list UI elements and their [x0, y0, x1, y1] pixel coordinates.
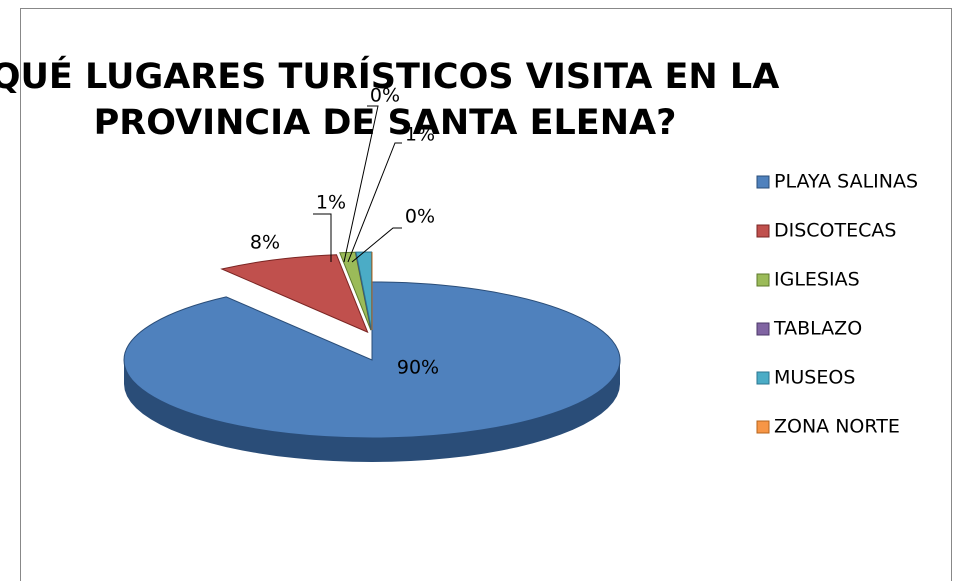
- legend-swatch: [756, 175, 770, 189]
- data-label: 0%: [405, 206, 435, 228]
- data-label: 90%: [397, 357, 439, 379]
- legend-label: ZONA NORTE: [774, 416, 900, 438]
- leader-line: [313, 213, 332, 262]
- leader-line: [351, 227, 402, 263]
- legend-swatch: [756, 322, 770, 336]
- leader-line: [343, 105, 379, 263]
- data-label: 8%: [250, 232, 280, 254]
- legend-label: PLAYA SALINAS: [774, 171, 918, 193]
- chart-title: QUÉ LUGARES TURÍSTICOS VISITA EN LA: [0, 55, 779, 97]
- pie-slice: [220, 254, 369, 334]
- legend-label: IGLESIAS: [774, 269, 860, 291]
- legend-swatch: [756, 371, 770, 385]
- legend-label: TABLAZO: [773, 318, 862, 340]
- pie-slice: [339, 251, 372, 331]
- legend-swatch: [756, 224, 770, 238]
- legend-swatch: [756, 273, 770, 287]
- chart-title: PROVINCIA DE SANTA ELENA?: [94, 103, 677, 143]
- data-label: 0%: [370, 85, 400, 107]
- legend-label: DISCOTECAS: [774, 220, 896, 242]
- data-label: 1%: [316, 192, 346, 214]
- pie-side: [124, 360, 620, 462]
- pie-slice: [123, 281, 621, 439]
- legend-swatch: [756, 420, 770, 434]
- legend-label: MUSEOS: [774, 367, 855, 389]
- leader-line: [347, 142, 402, 263]
- data-label: 1%: [405, 124, 435, 146]
